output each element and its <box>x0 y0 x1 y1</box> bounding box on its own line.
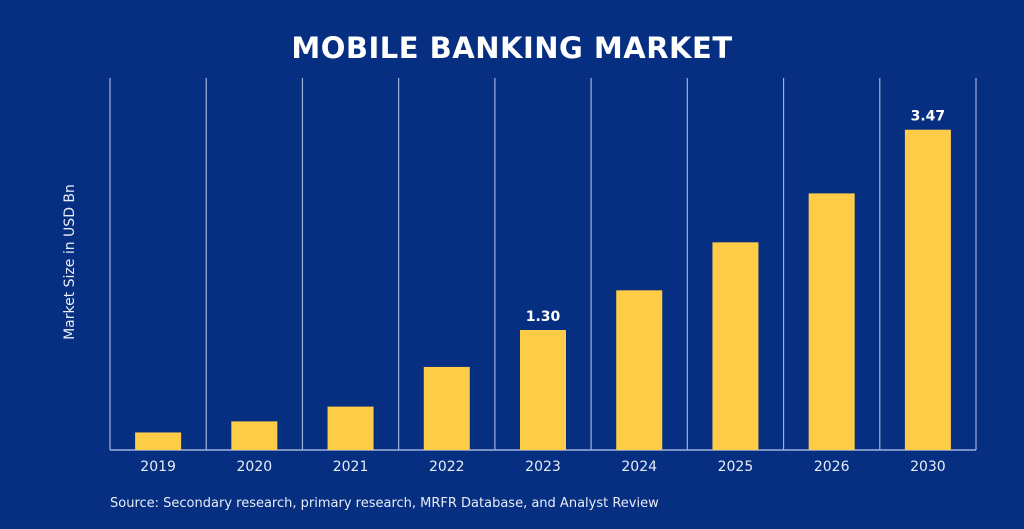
bar-2026 <box>808 193 855 450</box>
bar-2030 <box>904 129 951 450</box>
bar-2024 <box>616 290 663 450</box>
x-tick-label: 2024 <box>621 459 657 475</box>
x-tick-label: 2023 <box>525 459 561 475</box>
bar-2022 <box>423 366 470 450</box>
bar-2020 <box>231 421 278 450</box>
source-note: Source: Secondary research, primary rese… <box>110 496 659 511</box>
bar-2025 <box>712 242 759 450</box>
x-tick-label: 2022 <box>429 459 465 475</box>
chart-title: MOBILE BANKING MARKET <box>291 31 733 65</box>
x-tick-label: 2020 <box>237 459 273 475</box>
x-tick-label: 2021 <box>333 459 369 475</box>
data-label: 3.47 <box>911 109 946 125</box>
x-tick-label: 2030 <box>910 459 946 475</box>
data-label: 1.30 <box>526 309 561 325</box>
bar-2023 <box>520 330 566 450</box>
x-tick-label: 2025 <box>718 459 754 475</box>
x-tick-label: 2019 <box>140 459 176 475</box>
bar-2019 <box>135 432 182 450</box>
x-tick-label: 2026 <box>814 459 850 475</box>
bar-2021 <box>327 406 374 450</box>
